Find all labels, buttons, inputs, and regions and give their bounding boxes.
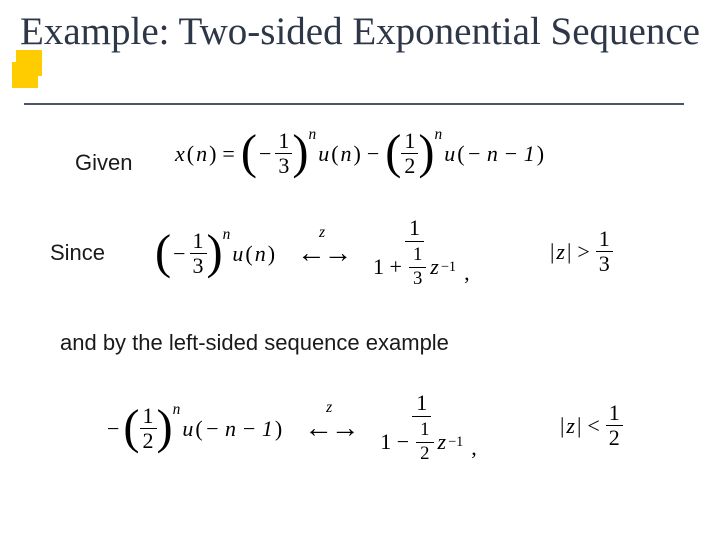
s-r-num: 1 xyxy=(405,215,424,242)
since-label: Since xyxy=(50,240,105,266)
t2-den: 2 xyxy=(401,154,418,177)
and-by-label: and by the left-sided sequence example xyxy=(60,330,449,356)
ls-arrow-label: z xyxy=(326,399,332,417)
s-l-sign: − xyxy=(171,241,187,267)
ls-r-den-fnum: 1 xyxy=(416,419,433,443)
given-minus: − xyxy=(363,141,383,167)
ls-roc: |z| < 12 xyxy=(560,402,623,449)
ls-l-arg: − n − 1 xyxy=(205,416,273,442)
t2-num: 1 xyxy=(401,130,418,154)
s-r-den-fnum: 1 xyxy=(409,244,426,268)
ls-roc-var: z xyxy=(566,413,575,439)
s-roc-op: > xyxy=(573,239,593,265)
s-r-den-exp: −1 xyxy=(441,260,456,274)
ls-r-den-exp: −1 xyxy=(448,435,463,449)
t1-num: 1 xyxy=(275,130,292,154)
ls-l-exp: n xyxy=(173,401,181,419)
ls-r-num: 1 xyxy=(412,390,431,417)
t1-sign: − xyxy=(257,141,273,167)
s-l-exp: n xyxy=(223,226,231,244)
s-l-num: 1 xyxy=(190,230,207,254)
t1-exp: n xyxy=(309,126,317,144)
t2-exp: n xyxy=(435,126,443,144)
ls-l-num: 1 xyxy=(140,405,157,429)
title-underline xyxy=(24,103,684,105)
t2-arg: − n − 1 xyxy=(467,141,535,167)
s-l-den: 3 xyxy=(190,254,207,277)
since-arrow: ←→z xyxy=(297,238,347,270)
s-r-den-var: z xyxy=(428,256,439,278)
s-r-den-prefix: 1 + xyxy=(373,256,402,278)
ls-comma: , xyxy=(469,435,477,467)
t1-arg: n xyxy=(341,141,352,167)
left-sided-equation: − ( 12 ) n u(− n − 1) ←→z 1 1 − 12 z−1 , xyxy=(105,390,477,467)
s-roc-var: z xyxy=(556,239,565,265)
given-label: Given xyxy=(75,150,132,176)
given-equation: x(n) = ( − 13 ) n u(n) − ( 12 ) n u(− n … xyxy=(175,130,544,177)
page-title: Example: Two-sided Exponential Sequence xyxy=(0,10,720,55)
t2-func: u xyxy=(444,141,455,167)
t1-den: 3 xyxy=(275,154,292,177)
ls-roc-den: 2 xyxy=(606,426,623,449)
ls-l-den: 2 xyxy=(140,429,157,452)
ls-r-den-prefix: 1 − xyxy=(380,431,409,453)
since-equation: ( − 13 ) n u(n) ←→z 1 1 + 13 z−1 , xyxy=(155,215,470,292)
s-roc-den: 3 xyxy=(596,252,613,275)
ls-l-func: u xyxy=(182,416,193,442)
ls-roc-num: 1 xyxy=(606,402,623,426)
s-r-den-fden: 3 xyxy=(409,268,426,291)
accent-box-front xyxy=(12,62,38,88)
ls-roc-op: < xyxy=(583,413,603,439)
ls-r-den-fden: 2 xyxy=(416,443,433,466)
given-lhs-arg: n xyxy=(196,141,207,167)
since-roc: |z| > 13 xyxy=(550,228,613,275)
s-roc-num: 1 xyxy=(596,228,613,252)
s-l-arg: n xyxy=(255,241,266,267)
ls-arrow: ←→z xyxy=(304,413,354,445)
ls-r-den-var: z xyxy=(436,431,447,453)
t1-func: u xyxy=(318,141,329,167)
ls-sign: − xyxy=(105,416,121,442)
since-comma: , xyxy=(462,260,470,292)
since-arrow-label: z xyxy=(319,224,325,242)
s-l-func: u xyxy=(232,241,243,267)
given-lhs-var: x xyxy=(175,141,185,167)
